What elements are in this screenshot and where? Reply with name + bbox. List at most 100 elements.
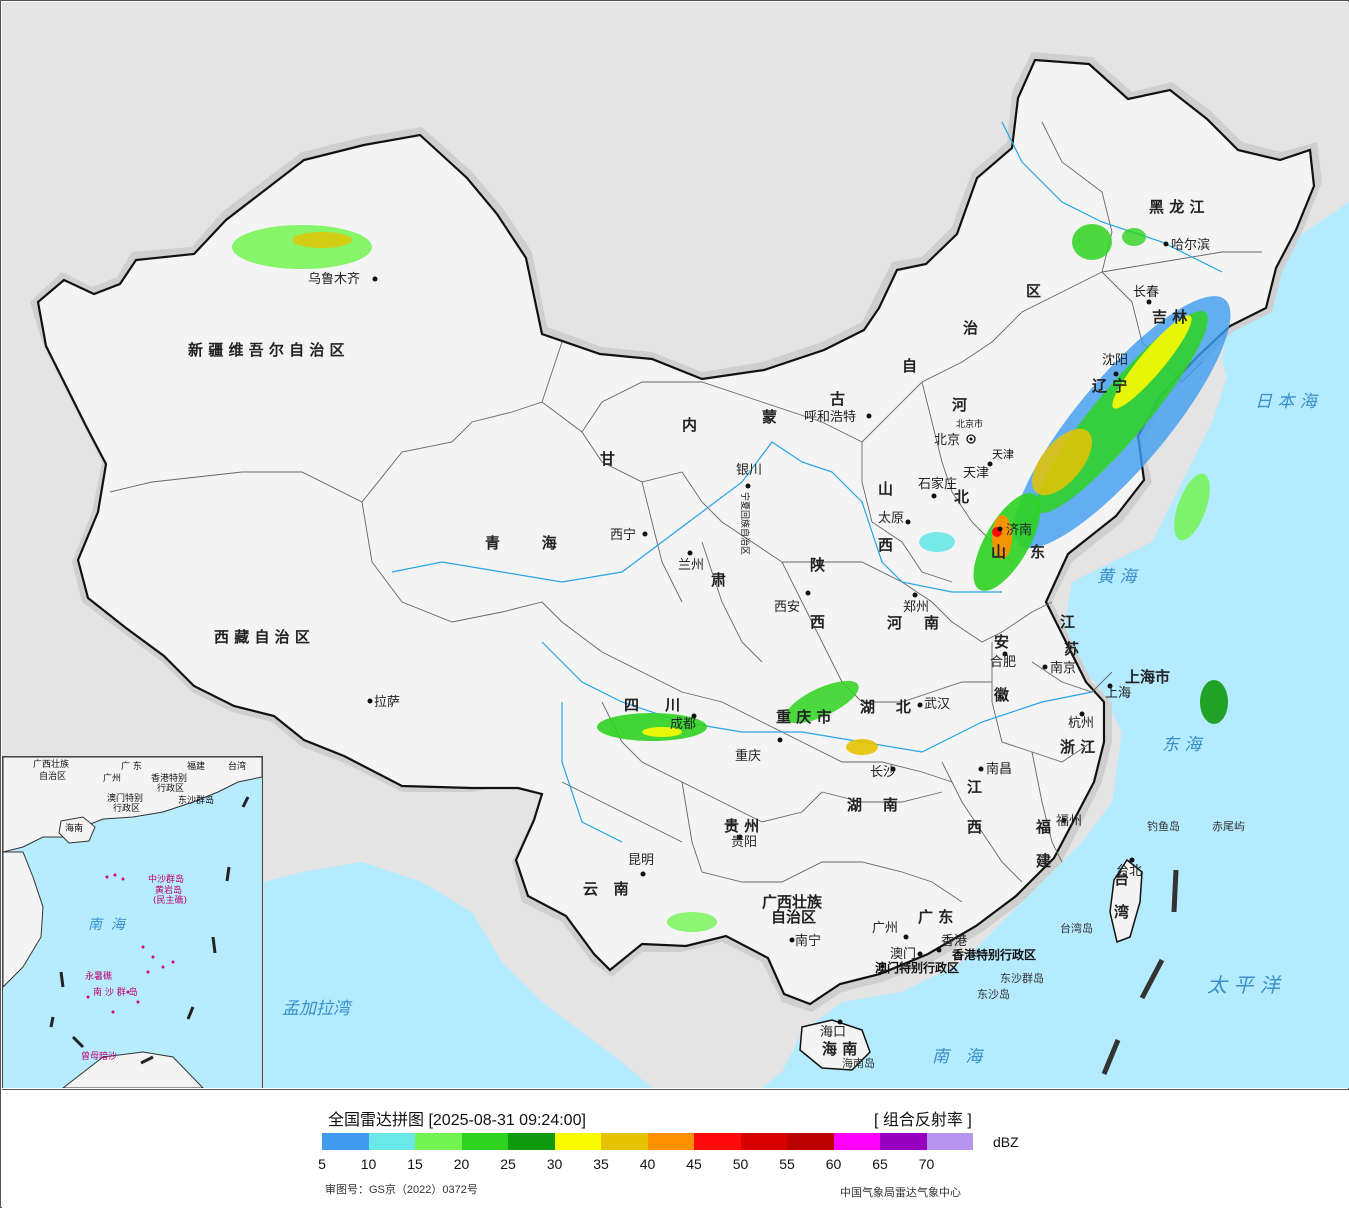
province-label-taiwan-2: 湾	[1114, 903, 1129, 921]
city-label-tianjin[interactable]: 天津	[963, 466, 989, 481]
province-label-guangdong: 广 东	[918, 908, 953, 926]
unit-label: dBZ	[993, 1134, 1019, 1150]
scale-tick-15: 15	[407, 1156, 423, 1172]
province-label-henan-1: 河	[887, 614, 902, 632]
city-label-beijing[interactable]: 北京	[934, 433, 960, 448]
city-label-shanghai[interactable]: 上海	[1105, 686, 1131, 701]
sea-label-south-sea: 南 海	[932, 1047, 985, 1067]
echo-central	[785, 680, 859, 724]
city-label-changchun[interactable]: 长春	[1133, 285, 1159, 300]
echo-xinjiang-core	[292, 232, 352, 248]
inset-label-macau: 澳门特别	[107, 792, 143, 804]
province-label-fujian-2: 建	[1036, 852, 1052, 870]
city-label-taipei[interactable]: 台北	[1116, 864, 1142, 879]
city-label-xian[interactable]: 西安	[774, 600, 800, 615]
south-china-sea-inset: 广西壮族 自治区 广 东 香港特别 行政区 福建 台湾 广州 澳门特别 行政区 …	[2, 756, 263, 1088]
province-label-guangxi-1: 广西壮族	[762, 893, 823, 911]
province-label-liaoning: 辽 宁	[1092, 377, 1127, 395]
inset-label-macau-2: 行政区	[113, 802, 140, 814]
city-label-wuhan[interactable]: 武汉	[924, 697, 950, 712]
inset-label-yongshu: 永暑礁	[85, 970, 112, 982]
city-label-lanzhou[interactable]: 兰州	[678, 558, 704, 573]
agency-credit: 中国气象局雷达气象中心	[840, 1187, 961, 1199]
province-label-qinghai: 青 海	[485, 534, 557, 552]
city-label-shenyang[interactable]: 沈阳	[1102, 353, 1128, 368]
color-swatch-6	[601, 1133, 648, 1150]
city-label-guiyang[interactable]: 贵阳	[731, 835, 757, 850]
city-label-macau[interactable]: 澳门	[890, 946, 916, 962]
province-label-shandong-2: 东	[1030, 543, 1045, 561]
city-label-shijiazhuang[interactable]: 石家庄	[918, 476, 957, 492]
province-label-xizang: 西 藏 自 治 区	[214, 628, 310, 646]
city-label-haikou[interactable]: 海口	[820, 1025, 846, 1040]
color-swatch-3	[461, 1133, 508, 1150]
color-swatch-8	[694, 1133, 741, 1150]
province-label-guizhou: 贵 州	[724, 817, 759, 835]
taiwan-island	[1109, 858, 1143, 944]
province-label-neimenggu-2: 蒙	[762, 408, 777, 426]
city-label-taiyuan[interactable]: 太原	[878, 511, 904, 526]
echo-yellow-sea	[1174, 473, 1210, 541]
inset-label-minzhujiao: (民主礁)	[153, 894, 187, 906]
province-label-jiangsu-2: 苏	[1064, 640, 1079, 658]
province-label-hubei: 湖 北	[860, 698, 911, 716]
province-label-gansu-1: 甘	[600, 450, 615, 468]
province-label-hainan: 海 南	[822, 1040, 857, 1058]
city-label-hefei[interactable]: 合肥	[990, 655, 1016, 670]
mosaic-title: 全国雷达拼图 [2025-08-31 09:24:00]	[328, 1112, 586, 1129]
city-label-nanjing[interactable]: 南京	[1050, 660, 1076, 676]
province-label-chongqing: 重 庆 市	[776, 708, 831, 726]
echo-northeast-heavy	[1112, 315, 1192, 409]
city-label-hangzhou[interactable]: 杭州	[1068, 716, 1094, 731]
radar-map[interactable]: 新 疆 维 吾 尔 自 治 区 西 藏 自 治 区 青 海 甘 肃 内 蒙 古 …	[2, 2, 1349, 1088]
city-label-harbin[interactable]: 哈尔滨	[1171, 237, 1210, 253]
scale-tick-35: 35	[593, 1156, 609, 1172]
scale-tick-20: 20	[453, 1156, 470, 1172]
city-label-guangzhou[interactable]: 广州	[872, 921, 898, 936]
city-label-jinan[interactable]: 济南	[1006, 522, 1032, 538]
city-label-nanchang[interactable]: 南昌	[986, 761, 1012, 777]
province-label-shanghai: 上海市	[1125, 668, 1170, 686]
city-label-yinchuan[interactable]: 银川	[736, 463, 762, 478]
province-label-neimenggu-5: 治	[963, 319, 978, 337]
echo-hubei	[846, 739, 878, 755]
inset-label-hongkong-2: 行政区	[157, 782, 184, 794]
echo-shandong-core	[992, 515, 1012, 559]
city-label-chongqing[interactable]: 重庆	[735, 748, 761, 764]
city-label-chengdu[interactable]: 成都	[670, 717, 696, 732]
map-approval-number: 审图号：GS京（2022）0372号	[325, 1184, 478, 1196]
inset-borneo	[62, 1051, 204, 1088]
province-label-sichuan: 四 川	[624, 696, 680, 714]
sea-label-pacific: 太 平 洋	[1207, 973, 1282, 997]
inset-label-guangzhou: 广州	[103, 772, 121, 784]
color-scale	[322, 1133, 973, 1150]
city-label-urumqi[interactable]: 乌鲁木齐	[308, 271, 360, 287]
province-label-hunan: 湖 南	[847, 796, 898, 814]
scale-tick-30: 30	[546, 1156, 563, 1172]
province-label-jiangxi-1: 江	[967, 778, 982, 796]
map-canvas: 新 疆 维 吾 尔 自 治 区 西 藏 自 治 区 青 海 甘 肃 内 蒙 古 …	[30, 52, 1349, 1088]
echo-liaoning	[1032, 428, 1092, 496]
island-label-dongsha-dao: 东沙岛	[977, 987, 1010, 1001]
city-label-xining[interactable]: 西宁	[610, 527, 636, 543]
city-label-hongkong[interactable]: 香港	[941, 934, 967, 949]
inset-label-hongkong: 香港特别	[151, 772, 187, 784]
inset-islands	[86, 873, 175, 1014]
city-label-zhengzhou[interactable]: 郑州	[903, 600, 929, 615]
city-label-kunming[interactable]: 昆明	[628, 853, 654, 868]
city-label-nanning[interactable]: 南宁	[795, 933, 821, 949]
city-label-fuzhou[interactable]: 福州	[1056, 814, 1082, 829]
province-label-anhui-2: 徽	[993, 686, 1010, 704]
city-label-changsha[interactable]: 长沙	[870, 765, 896, 780]
inset-vietnam	[3, 851, 44, 988]
inset-hainan	[58, 816, 96, 844]
inset-label-dongsha: 东沙群岛	[178, 794, 214, 806]
scale-tick-25: 25	[500, 1156, 516, 1172]
city-label-hohhot[interactable]: 呼和浩特	[804, 410, 856, 425]
province-label-jiangsu-1: 江	[1060, 613, 1075, 631]
city-label-lhasa[interactable]: 拉萨	[374, 695, 400, 710]
province-label-shaanxi-2: 西	[810, 613, 825, 631]
province-label-hebei-1: 河	[952, 396, 967, 414]
inset-canvas: 广西壮族 自治区 广 东 香港特别 行政区 福建 台湾 广州 澳门特别 行政区 …	[3, 757, 262, 1088]
color-swatch-4	[508, 1133, 555, 1150]
